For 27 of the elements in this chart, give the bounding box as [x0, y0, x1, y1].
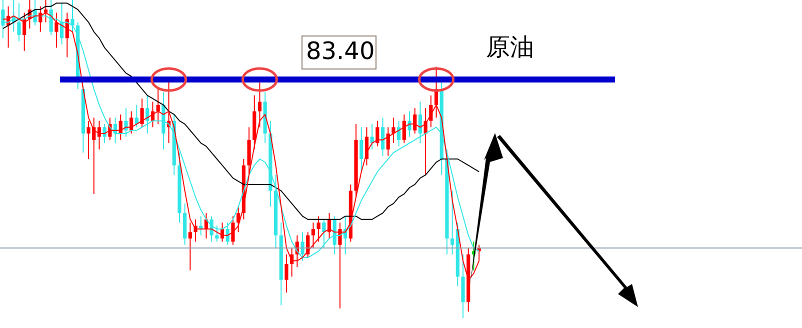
candlestick: [258, 82, 262, 128]
candlestick: [311, 222, 316, 249]
candlestick: [231, 216, 235, 246]
candlestick: [188, 222, 192, 271]
candlestick: [360, 126, 364, 172]
candlestick: [402, 114, 406, 144]
candlestick: [370, 124, 374, 150]
candlestick: [156, 88, 160, 125]
candlestick: [386, 126, 390, 156]
candlestick: [322, 218, 326, 249]
candlestick: [376, 120, 380, 147]
candlestick: [380, 117, 385, 156]
candlestick: [418, 101, 422, 144]
annotation: 83.40: [306, 37, 375, 65]
candlestick: [146, 94, 150, 134]
candlestick: [413, 108, 417, 134]
candlestick: [140, 98, 144, 128]
candlestick: [134, 104, 138, 128]
candlestick: [392, 117, 396, 144]
candlestick: [397, 120, 401, 147]
candlestick: [316, 216, 320, 242]
candlestick: [124, 108, 128, 138]
candlestick: [450, 190, 454, 255]
candlestick: [215, 225, 219, 242]
candlestick: [17, 2, 21, 42]
text: 原油: [486, 33, 534, 61]
candlestick: [408, 110, 412, 138]
